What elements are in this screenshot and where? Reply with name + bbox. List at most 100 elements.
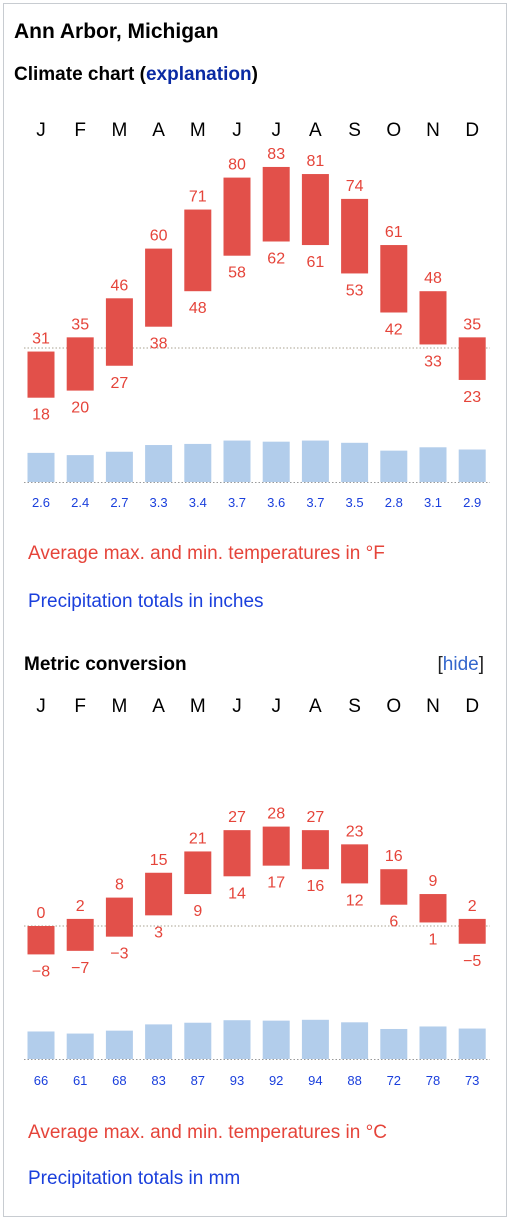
precip-bar [301, 440, 329, 482]
max-temp-label: 61 [385, 224, 403, 241]
hide-toggle: [hide] [438, 654, 484, 676]
metric-climate-chart: J0−866F2−761M8−368A15383M21987J271493J28… [24, 696, 490, 1088]
metric-temp-legend: Average max. and min. temperatures in °C [28, 1122, 387, 1143]
precip-label: 73 [465, 1073, 479, 1088]
max-temp-label: 0 [37, 905, 46, 922]
max-temp-label: 15 [150, 852, 168, 869]
explanation-link[interactable]: explanation [145, 64, 252, 85]
max-temp-label: 9 [429, 873, 438, 890]
precip-label: 3.1 [424, 495, 442, 510]
temp-range-bar [262, 166, 290, 242]
page-title: Ann Arbor, Michigan [14, 20, 219, 43]
max-temp-label: 2 [76, 898, 85, 915]
month-label: D [465, 696, 479, 717]
max-temp-label: 21 [189, 830, 207, 847]
month-label: A [152, 696, 165, 717]
min-temp-label: −3 [110, 946, 128, 963]
metric-conversion-heading: Metric conversion [24, 654, 187, 675]
hide-link[interactable]: hide [442, 654, 479, 675]
max-temp-label: 46 [111, 277, 129, 294]
precip-bar [341, 1022, 369, 1059]
month-label: J [271, 696, 281, 717]
subtitle-suffix: ) [251, 64, 258, 85]
max-temp-label: 2 [468, 898, 477, 915]
precip-bar [458, 449, 486, 482]
temp-range-bar [105, 897, 133, 937]
temp-range-bar [301, 830, 329, 870]
temp-range-bar [262, 826, 290, 866]
min-temp-label: 61 [307, 254, 325, 271]
min-temp-label: 53 [346, 282, 364, 299]
month-label: J [36, 696, 46, 717]
temp-range-bar [184, 851, 212, 895]
min-temp-label: 27 [111, 375, 129, 392]
temp-range-bar [419, 894, 447, 923]
month-label: F [74, 696, 86, 717]
min-temp-label: 62 [267, 251, 285, 268]
max-temp-label: 83 [267, 146, 285, 163]
max-temp-label: 80 [228, 157, 246, 174]
max-temp-label: 27 [228, 809, 246, 826]
max-temp-label: 71 [189, 189, 207, 206]
precip-bar [223, 1020, 251, 1059]
month-label: A [309, 120, 322, 141]
precip-label: 2.6 [32, 495, 50, 510]
precip-bar [27, 1031, 55, 1059]
precip-bar [184, 1022, 212, 1059]
climate-box [3, 3, 507, 1217]
precip-bar [380, 1028, 408, 1059]
month-label: O [386, 120, 401, 141]
min-temp-label: 17 [267, 875, 285, 892]
max-temp-label: 16 [385, 848, 403, 865]
month-label: M [111, 120, 127, 141]
min-temp-label: 9 [193, 903, 202, 920]
temp-range-bar [458, 918, 486, 944]
min-temp-label: 14 [228, 885, 246, 902]
temp-range-bar [223, 177, 251, 256]
temp-range-bar [301, 174, 329, 246]
month-label: S [348, 696, 361, 717]
precip-label: 68 [112, 1073, 126, 1088]
max-temp-label: 35 [71, 316, 89, 333]
temp-range-bar [341, 844, 369, 884]
temp-range-bar [145, 248, 173, 327]
precip-label: 87 [191, 1073, 205, 1088]
precip-bar [341, 442, 369, 482]
precip-label: 88 [347, 1073, 361, 1088]
min-temp-label: 18 [32, 407, 50, 424]
precip-label: 66 [34, 1073, 48, 1088]
max-temp-label: 74 [346, 178, 364, 195]
precip-bar [419, 447, 447, 482]
precip-label: 93 [230, 1073, 244, 1088]
precip-label: 2.7 [110, 495, 128, 510]
month-label: J [232, 120, 242, 141]
min-temp-label: 42 [385, 322, 403, 339]
precip-label: 3.4 [189, 495, 207, 510]
hide-bracket-open: [ [437, 654, 443, 675]
precip-label: 3.5 [346, 495, 364, 510]
precip-label: 3.7 [306, 495, 324, 510]
temp-range-bar [145, 872, 173, 916]
precip-label: 2.8 [385, 495, 403, 510]
min-temp-label: −7 [71, 960, 89, 977]
precip-bar [66, 455, 94, 482]
precip-label: 2.9 [463, 495, 481, 510]
precip-bar [262, 441, 290, 482]
min-temp-label: 48 [189, 300, 207, 317]
precip-bar [105, 451, 133, 482]
temp-range-bar [105, 298, 133, 366]
month-label: A [309, 696, 322, 717]
max-temp-label: 35 [463, 316, 481, 333]
precip-label: 2.4 [71, 495, 89, 510]
min-temp-label: −5 [463, 953, 481, 970]
precip-bar [184, 443, 212, 482]
min-temp-label: 20 [71, 400, 89, 417]
imperial-temp-legend: Average max. and min. temperatures in °F [28, 543, 385, 564]
temp-range-bar [184, 209, 212, 292]
temp-range-bar [27, 926, 55, 955]
month-label: M [190, 120, 206, 141]
max-temp-label: 60 [150, 228, 168, 245]
temp-range-bar [223, 830, 251, 877]
month-label: D [465, 120, 479, 141]
max-temp-label: 48 [424, 270, 442, 287]
